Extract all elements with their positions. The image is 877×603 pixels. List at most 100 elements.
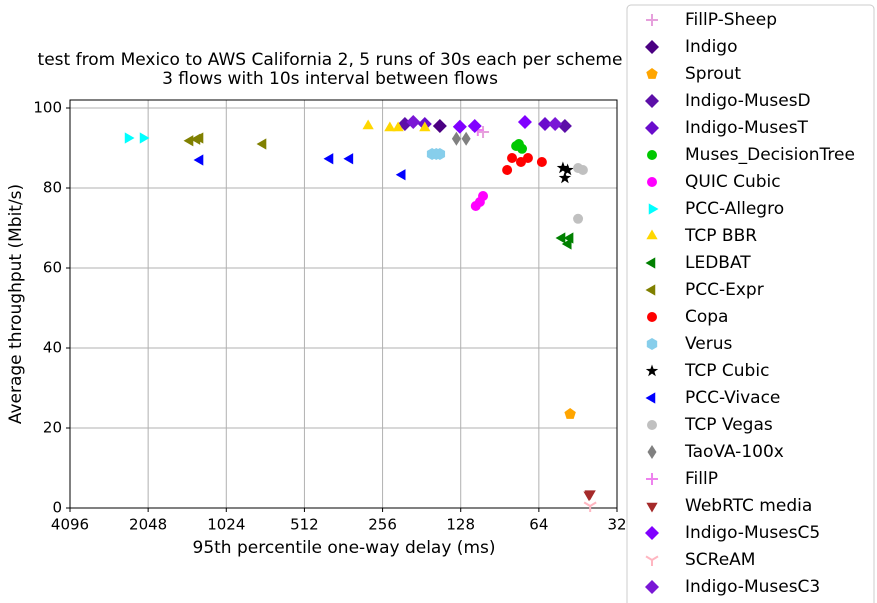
marker [343, 153, 354, 165]
legend-label: Copa [685, 307, 728, 327]
chart-title: 3 flows with 10s interval between flows [162, 69, 498, 89]
legend-label: LEDBAT [685, 253, 751, 273]
legend-marker [646, 338, 658, 350]
marker [561, 163, 574, 176]
legend-marker [645, 392, 656, 404]
marker [323, 153, 334, 165]
legend-marker [645, 364, 659, 377]
marker [384, 121, 396, 132]
marker [419, 121, 431, 132]
x-axis-label: 95th percentile one-way delay (ms) [193, 538, 496, 558]
x-tick-label: 512 [290, 516, 319, 534]
marker [362, 119, 374, 130]
marker [434, 148, 446, 160]
legend-label: Indigo-MusesT [685, 118, 809, 138]
y-tick-label: 60 [43, 259, 62, 277]
legend-label: Indigo-MusesD [685, 91, 811, 111]
legend-marker [645, 40, 659, 54]
marker [558, 171, 572, 184]
x-tick-label: 64 [529, 516, 548, 534]
marker [536, 157, 547, 167]
marker [584, 490, 596, 501]
legend-marker [647, 420, 657, 430]
legend-marker [646, 502, 658, 513]
marker [522, 153, 533, 163]
x-tick-label: 1024 [207, 516, 245, 534]
marker [517, 115, 532, 129]
legend-marker [645, 257, 656, 269]
marker [124, 132, 135, 144]
marker [583, 501, 597, 512]
legend-marker [646, 473, 658, 485]
legend-label: Indigo-MusesC5 [685, 523, 820, 543]
legend-label: SCReAM [685, 550, 755, 570]
y-tick-label: 20 [43, 419, 62, 437]
marker [451, 131, 461, 146]
marker [561, 238, 572, 250]
legend-label: PCC-Vivace [685, 388, 780, 408]
legend-marker [645, 526, 659, 540]
legend-marker [647, 312, 657, 322]
legend-marker [645, 284, 656, 296]
legend-marker [646, 68, 658, 79]
marker [392, 121, 404, 132]
legend-label: Muses_DecisionTree [685, 145, 855, 165]
y-tick-label: 0 [52, 499, 62, 517]
legend-label: QUIC Cubic [685, 172, 781, 192]
legend-label: Sprout [685, 64, 741, 84]
legend-label: TCP BBR [684, 226, 757, 246]
legend-label: TaoVA-100x [684, 442, 784, 462]
legend-marker [645, 94, 659, 108]
legend-marker [645, 121, 659, 135]
marker [193, 154, 204, 166]
legend-label: TCP Vegas [684, 415, 773, 435]
legend-label: TCP Cubic [684, 361, 769, 381]
x-tick-label: 128 [446, 516, 475, 534]
legend-label: PCC-Allegro [685, 199, 784, 219]
marker [395, 169, 406, 181]
x-tick-label: 256 [368, 516, 397, 534]
marker [573, 213, 584, 224]
legend-label: WebRTC media [685, 496, 812, 516]
legend-marker [646, 14, 658, 26]
marker [256, 138, 267, 150]
legend-marker [648, 203, 659, 215]
legend-marker [645, 580, 659, 594]
legend-label: Indigo [685, 37, 738, 57]
marker [513, 139, 524, 149]
legend-marker [646, 229, 658, 240]
chart-title: test from Mexico to AWS California 2, 5 … [38, 50, 623, 70]
y-tick-label: 100 [33, 99, 62, 117]
marker [564, 408, 576, 419]
marker [477, 126, 490, 138]
legend-label: FillP [685, 469, 718, 489]
marker [461, 131, 471, 146]
marker [139, 132, 150, 144]
legend-box [626, 4, 875, 603]
legend-label: Indigo-MusesC3 [685, 577, 820, 597]
legend-marker [645, 555, 659, 566]
marker [548, 117, 563, 131]
legend-marker [647, 445, 657, 459]
x-tick-label: 2048 [129, 516, 167, 534]
y-tick-label: 40 [43, 339, 62, 357]
marker [555, 232, 566, 244]
marker [502, 165, 513, 175]
y-tick-label: 80 [43, 179, 62, 197]
legend-label: Verus [685, 334, 733, 354]
legend-marker [647, 150, 657, 160]
marker [556, 161, 570, 174]
marker [467, 119, 482, 133]
plot-frame [69, 99, 618, 509]
x-tick-label: 32 [607, 516, 626, 534]
legend-label: FillP-Sheep [685, 10, 777, 30]
marker [557, 119, 572, 133]
marker [478, 191, 489, 201]
marker [577, 165, 588, 175]
marker [406, 115, 421, 129]
marker [538, 117, 553, 131]
marker [452, 119, 467, 134]
marker [193, 132, 204, 144]
